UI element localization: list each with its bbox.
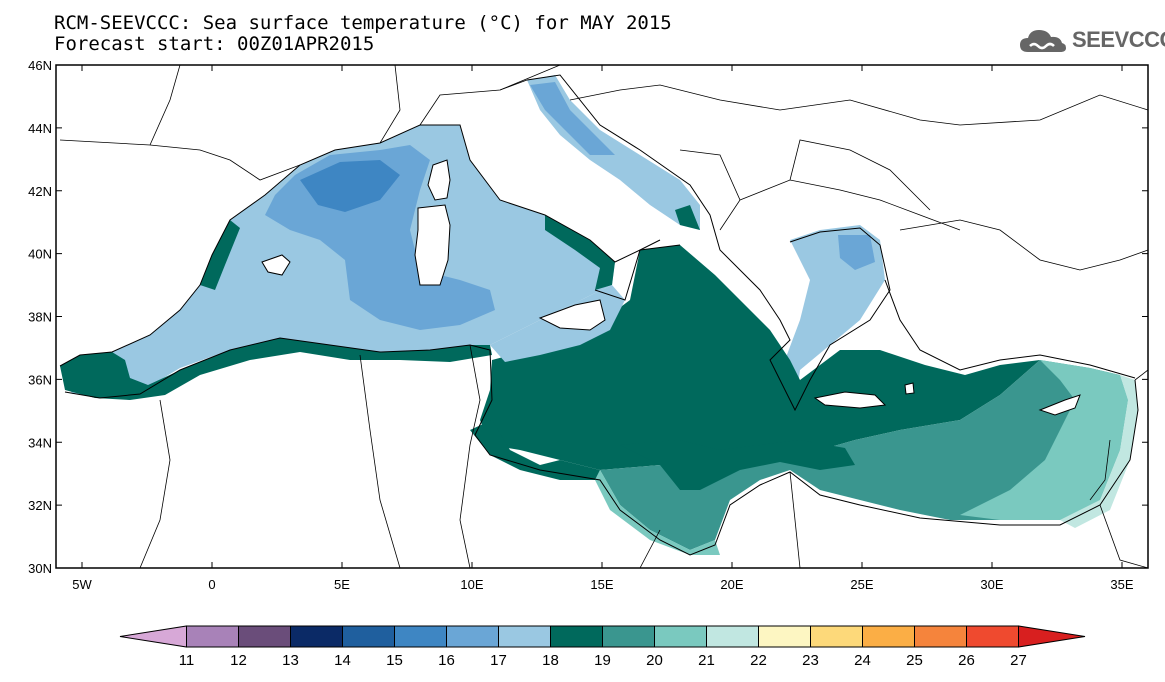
x-axis: 5W 0 5E 10E 15E 20E 25E 30E 35E	[72, 65, 1134, 592]
island-sardinia	[414, 204, 451, 286]
forecast-start-label: Forecast start: 00Z01APR2015	[54, 33, 375, 55]
sst-region-ionian	[480, 245, 1040, 470]
x-tick-label: 25E	[850, 577, 873, 592]
colorbar-label: 19	[594, 652, 611, 669]
colorbar-label: 14	[334, 652, 351, 669]
colorbar-arrow-right	[1018, 625, 1086, 648]
colorbar-label: 21	[698, 652, 715, 669]
colorbar-swatch	[238, 625, 291, 648]
island-mallorca	[261, 254, 291, 276]
sst-coast-italy-west	[545, 215, 615, 290]
y-tick-label: 32N	[28, 498, 52, 513]
logo-text: SEEVCCC	[1072, 27, 1165, 52]
colorbar-label: 25	[906, 652, 923, 669]
x-tick-label: 30E	[980, 577, 1003, 592]
x-tick-label: 0	[208, 577, 215, 592]
island-sicily	[538, 299, 606, 331]
sst-region-western-med	[60, 125, 615, 395]
y-tick-label: 46N	[28, 58, 52, 73]
colorbar-swatch	[498, 625, 551, 648]
y-tick-label: 30N	[28, 561, 52, 576]
colorbar-swatch	[342, 625, 395, 648]
sst-region-levant-edge	[1060, 375, 1138, 528]
island-corsica	[427, 159, 451, 201]
colorbar-label: 17	[490, 652, 507, 669]
colorbar-swatch	[290, 625, 343, 648]
sst-coast-adriatic	[675, 205, 700, 230]
sst-coast-spain	[200, 220, 240, 290]
colorbar: 11 12 13 14 15 16 17 18 19 20 21 22 23 24 25 26 27	[119, 625, 1086, 669]
x-tick-label: 35E	[1110, 577, 1133, 592]
sst-region-gulf-lion	[300, 160, 400, 212]
y-tick-label: 40N	[28, 247, 52, 262]
cloud-icon	[1020, 30, 1066, 52]
island-cyprus	[1038, 394, 1081, 416]
colorbar-swatch	[550, 625, 603, 648]
colorbar-label: 12	[230, 652, 247, 669]
colorbar-label: 15	[386, 652, 403, 669]
colorbar-swatch	[186, 625, 239, 648]
y-tick-label: 42N	[28, 184, 52, 199]
y-tick-label: 36N	[28, 372, 52, 387]
y-tick-label: 34N	[28, 435, 52, 450]
colorbar-swatch	[914, 625, 967, 648]
y-tick-label: 38N	[28, 310, 52, 325]
colorbar-swatch	[810, 625, 863, 648]
colorbar-swatch	[862, 625, 915, 648]
colorbar-swatch	[602, 625, 655, 648]
x-tick-label: 5W	[72, 577, 92, 592]
sst-region-tunisia	[470, 420, 600, 480]
y-axis: 30N 32N 34N 36N 38N 40N 42N 44N 46N	[28, 58, 1148, 576]
sst-region-north-adriatic	[530, 82, 615, 155]
colorbar-label: 27	[1010, 652, 1027, 669]
colorbar-label: 20	[646, 652, 663, 669]
colorbar-label: 16	[438, 652, 455, 669]
colorbar-swatch	[394, 625, 447, 648]
colorbar-label: 26	[958, 652, 975, 669]
colorbar-label: 18	[542, 652, 559, 669]
x-tick-label: 5E	[334, 577, 350, 592]
sst-region-aegean	[780, 225, 885, 410]
x-tick-label: 15E	[590, 577, 613, 592]
island-crete	[813, 391, 887, 409]
sst-field	[59, 65, 1148, 568]
sst-region-sirte-tongue	[620, 440, 855, 490]
colorbar-label: 11	[179, 652, 195, 669]
coastlines	[59, 74, 1139, 556]
sst-region-north-aegean	[838, 235, 875, 270]
sst-region-east-coast	[960, 360, 1128, 520]
colorbar-label: 22	[750, 652, 767, 669]
seevccc-logo: SEEVCCC	[1018, 24, 1165, 56]
x-tick-label: 10E	[460, 577, 483, 592]
y-tick-label: 44N	[28, 121, 52, 136]
colorbar-swatch	[966, 625, 1019, 648]
colorbar-arrow-left	[119, 625, 187, 648]
colorbar-swatch	[654, 625, 707, 648]
colorbar-label: 23	[802, 652, 819, 669]
colorbar-swatch	[446, 625, 499, 648]
colorbar-swatch	[706, 625, 759, 648]
x-tick-label: 20E	[720, 577, 743, 592]
colorbar-label: 24	[854, 652, 871, 669]
island-rhodes	[904, 382, 915, 395]
colorbar-swatch	[758, 625, 811, 648]
map-title: RCM-SEEVCCC: Sea surface temperature (°C…	[54, 12, 672, 34]
sst-coast-west	[60, 338, 492, 400]
country-borders	[59, 65, 1148, 568]
colorbar-label: 13	[282, 652, 299, 669]
